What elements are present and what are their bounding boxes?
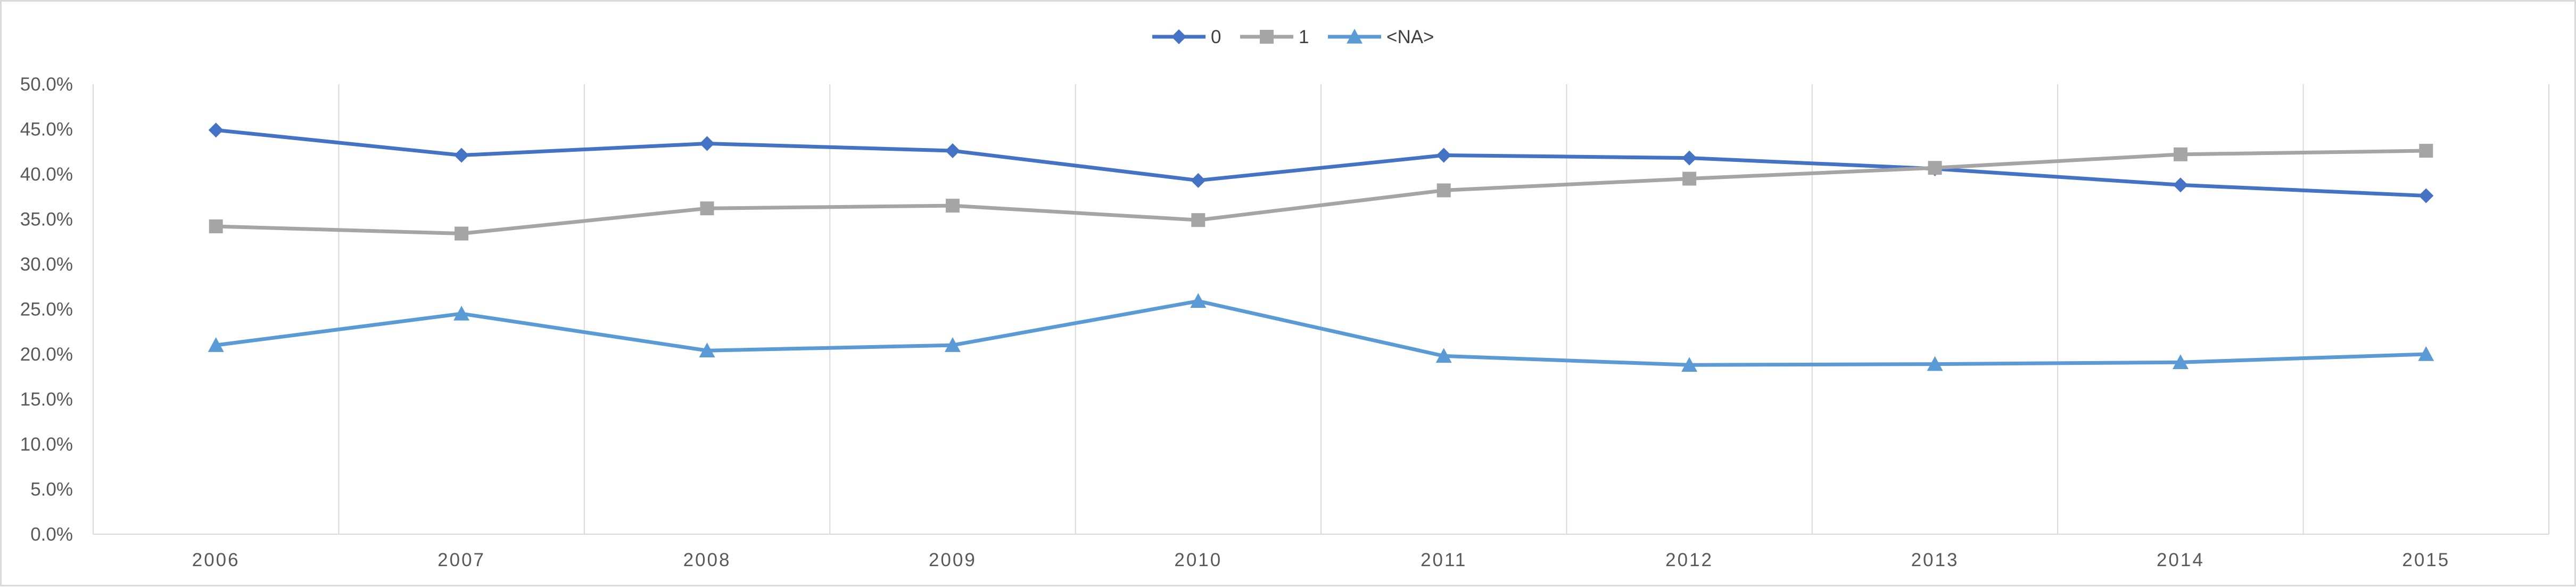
data-point	[1682, 150, 1697, 166]
data-point	[1927, 356, 1943, 371]
data-point	[945, 143, 960, 159]
data-point	[699, 342, 715, 357]
x-tick-label: 2009	[929, 550, 977, 570]
y-tick-label: 35.0%	[20, 209, 73, 230]
data-point	[1190, 293, 1207, 308]
x-tick-label: 2015	[2402, 550, 2450, 570]
y-tick-label: 50.0%	[20, 74, 73, 95]
y-tick-label: 15.0%	[20, 389, 73, 410]
gridlines	[93, 84, 2549, 534]
data-point	[1436, 183, 1451, 198]
y-tick-label: 20.0%	[20, 344, 73, 365]
series-2	[208, 293, 2434, 372]
x-tick-label: 2006	[192, 550, 240, 570]
y-tick-label: 45.0%	[20, 119, 73, 140]
data-point	[2173, 177, 2188, 193]
legend-label: 0	[1211, 27, 1221, 47]
data-point	[699, 136, 715, 151]
series-line	[214, 149, 2428, 236]
y-tick-label: 25.0%	[20, 299, 73, 320]
data-point	[2418, 188, 2434, 203]
data-point	[1191, 213, 1206, 227]
data-point	[1682, 172, 1697, 186]
series-1	[209, 144, 2433, 241]
data-point	[454, 148, 469, 163]
legend-label: 1	[1299, 27, 1309, 47]
legend-marker	[1260, 30, 1274, 44]
x-tick-label: 2012	[1665, 550, 1713, 570]
x-tick-label: 2008	[683, 550, 731, 570]
legend: 0 1 <NA>	[1152, 27, 1434, 47]
data-point	[1435, 348, 1452, 363]
data-point	[455, 226, 469, 241]
data-point	[209, 219, 223, 234]
y-tick-label: 5.0%	[30, 479, 73, 500]
data-point	[1681, 357, 1698, 372]
x-tick-label: 2014	[2157, 550, 2205, 570]
y-tick-label: 10.0%	[20, 434, 73, 455]
data-point	[700, 201, 714, 216]
x-tick-label: 2007	[437, 550, 485, 570]
legend-item: <NA>	[1328, 27, 1434, 47]
data-point	[944, 337, 961, 352]
y-tick-label: 30.0%	[20, 254, 73, 275]
tick-labels: 0.0% 5.0% 10.0% 15.0% 20.0% 25.0% 30.0% 35.0% 40…	[20, 74, 2450, 570]
series-line	[214, 299, 2428, 367]
x-tick-label: 2011	[1421, 550, 1467, 570]
data-point	[2172, 354, 2189, 369]
data-point	[453, 305, 470, 321]
data-point	[208, 337, 224, 352]
data-point	[1436, 148, 1451, 163]
data-point	[2418, 346, 2434, 361]
series	[208, 123, 2434, 372]
legend-label: <NA>	[1386, 27, 1434, 47]
y-tick-label: 0.0%	[30, 524, 73, 545]
series-line	[214, 128, 2428, 198]
legend-item: 0	[1152, 27, 1221, 47]
legend-marker	[1171, 29, 1186, 44]
data-point	[945, 199, 960, 213]
series-0	[208, 123, 2434, 203]
x-tick-label: 2010	[1174, 550, 1222, 570]
x-tick-label: 2013	[1911, 550, 1959, 570]
legend-marker	[1347, 29, 1363, 44]
data-point	[1191, 173, 1206, 188]
data-point	[208, 123, 224, 138]
data-point	[2173, 147, 2187, 161]
legend-item: 1	[1240, 27, 1309, 47]
y-tick-label: 40.0%	[20, 164, 73, 185]
data-point	[2419, 144, 2433, 158]
data-point	[1928, 161, 1942, 175]
